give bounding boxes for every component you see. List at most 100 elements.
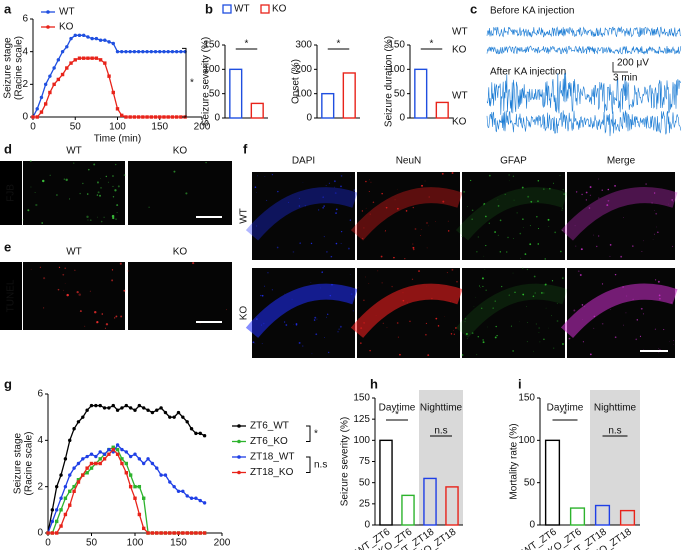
texture — [568, 337, 571, 340]
marker — [128, 406, 133, 410]
texture — [112, 185, 114, 188]
panel-letter: a — [4, 1, 12, 16]
bar — [569, 507, 586, 526]
texture — [526, 268, 529, 271]
texture — [504, 193, 506, 195]
texture — [435, 317, 438, 320]
y-tick-label: 0 — [529, 520, 535, 531]
texture — [623, 324, 624, 326]
marker — [115, 447, 120, 452]
marker — [185, 531, 189, 535]
texture — [391, 285, 393, 288]
marker — [120, 49, 124, 54]
texture — [96, 194, 99, 196]
marker — [77, 56, 82, 60]
texture — [302, 182, 304, 184]
texture — [123, 289, 126, 292]
texture — [381, 282, 383, 284]
texture — [334, 192, 337, 194]
marker — [137, 484, 142, 489]
marker — [145, 115, 149, 119]
micrograph — [23, 262, 125, 330]
texture — [63, 178, 66, 180]
marker — [115, 452, 120, 456]
legend-label: ZT18_KO — [250, 467, 294, 478]
group-label: Daytime — [547, 403, 584, 414]
texture — [672, 245, 674, 247]
marker — [89, 403, 94, 408]
texture — [589, 353, 592, 356]
bar — [379, 439, 393, 526]
texture — [88, 168, 90, 171]
texture — [552, 182, 554, 184]
y-tick-label: 0 — [399, 113, 405, 124]
texture — [311, 353, 313, 355]
texture — [414, 228, 417, 230]
texture — [562, 189, 564, 191]
texture — [581, 304, 584, 306]
y-axis-label: Onset (%) — [291, 59, 302, 104]
marker — [115, 408, 120, 412]
texture — [326, 313, 329, 316]
texture — [588, 207, 591, 209]
y-tick-label: 100 — [295, 88, 312, 99]
marker — [124, 471, 128, 475]
texture — [411, 278, 414, 281]
texture — [534, 292, 536, 294]
texture — [115, 218, 117, 220]
column-label: Merge — [607, 156, 636, 167]
texture — [365, 207, 367, 209]
marker — [142, 461, 146, 466]
texture — [365, 276, 366, 278]
marker — [89, 466, 94, 470]
texture — [601, 189, 603, 191]
legend-swatch — [237, 455, 241, 459]
marker — [153, 49, 158, 54]
marker — [146, 408, 150, 412]
y-tick-label: 2 — [37, 481, 43, 492]
texture — [514, 291, 516, 294]
texture — [537, 200, 539, 202]
eeg-row-label: KO — [452, 45, 467, 56]
texture — [640, 307, 643, 310]
texture — [105, 175, 108, 178]
texture — [556, 302, 558, 304]
texture — [521, 186, 524, 189]
tissue-band — [560, 283, 678, 339]
texture — [519, 321, 520, 322]
texture — [442, 200, 445, 203]
texture — [323, 336, 325, 338]
texture — [115, 163, 117, 166]
marker — [48, 90, 52, 95]
texture — [464, 318, 467, 320]
texture — [663, 328, 665, 331]
marker — [120, 113, 124, 118]
texture — [645, 183, 647, 185]
marker — [85, 466, 89, 470]
texture — [653, 233, 655, 235]
marker — [146, 457, 150, 461]
texture — [148, 206, 150, 208]
texture — [483, 203, 486, 205]
micrograph — [128, 262, 232, 330]
panel-letter: d — [4, 141, 12, 156]
group-label: Nighttime — [594, 403, 637, 414]
marker — [172, 531, 176, 535]
texture — [495, 325, 497, 328]
marker — [189, 531, 194, 535]
y-tick-label: 100 — [203, 64, 220, 75]
texture — [288, 201, 289, 203]
marker — [63, 457, 68, 461]
marker — [179, 49, 183, 54]
texture — [522, 267, 524, 269]
marker — [128, 484, 133, 489]
texture — [103, 216, 105, 218]
marker — [72, 489, 76, 493]
legend-swatch — [46, 10, 50, 14]
texture — [607, 188, 610, 191]
texture — [382, 322, 384, 324]
column-label: GFAP — [500, 156, 527, 167]
texture — [447, 220, 449, 222]
texture — [657, 231, 659, 233]
texture — [485, 245, 487, 247]
